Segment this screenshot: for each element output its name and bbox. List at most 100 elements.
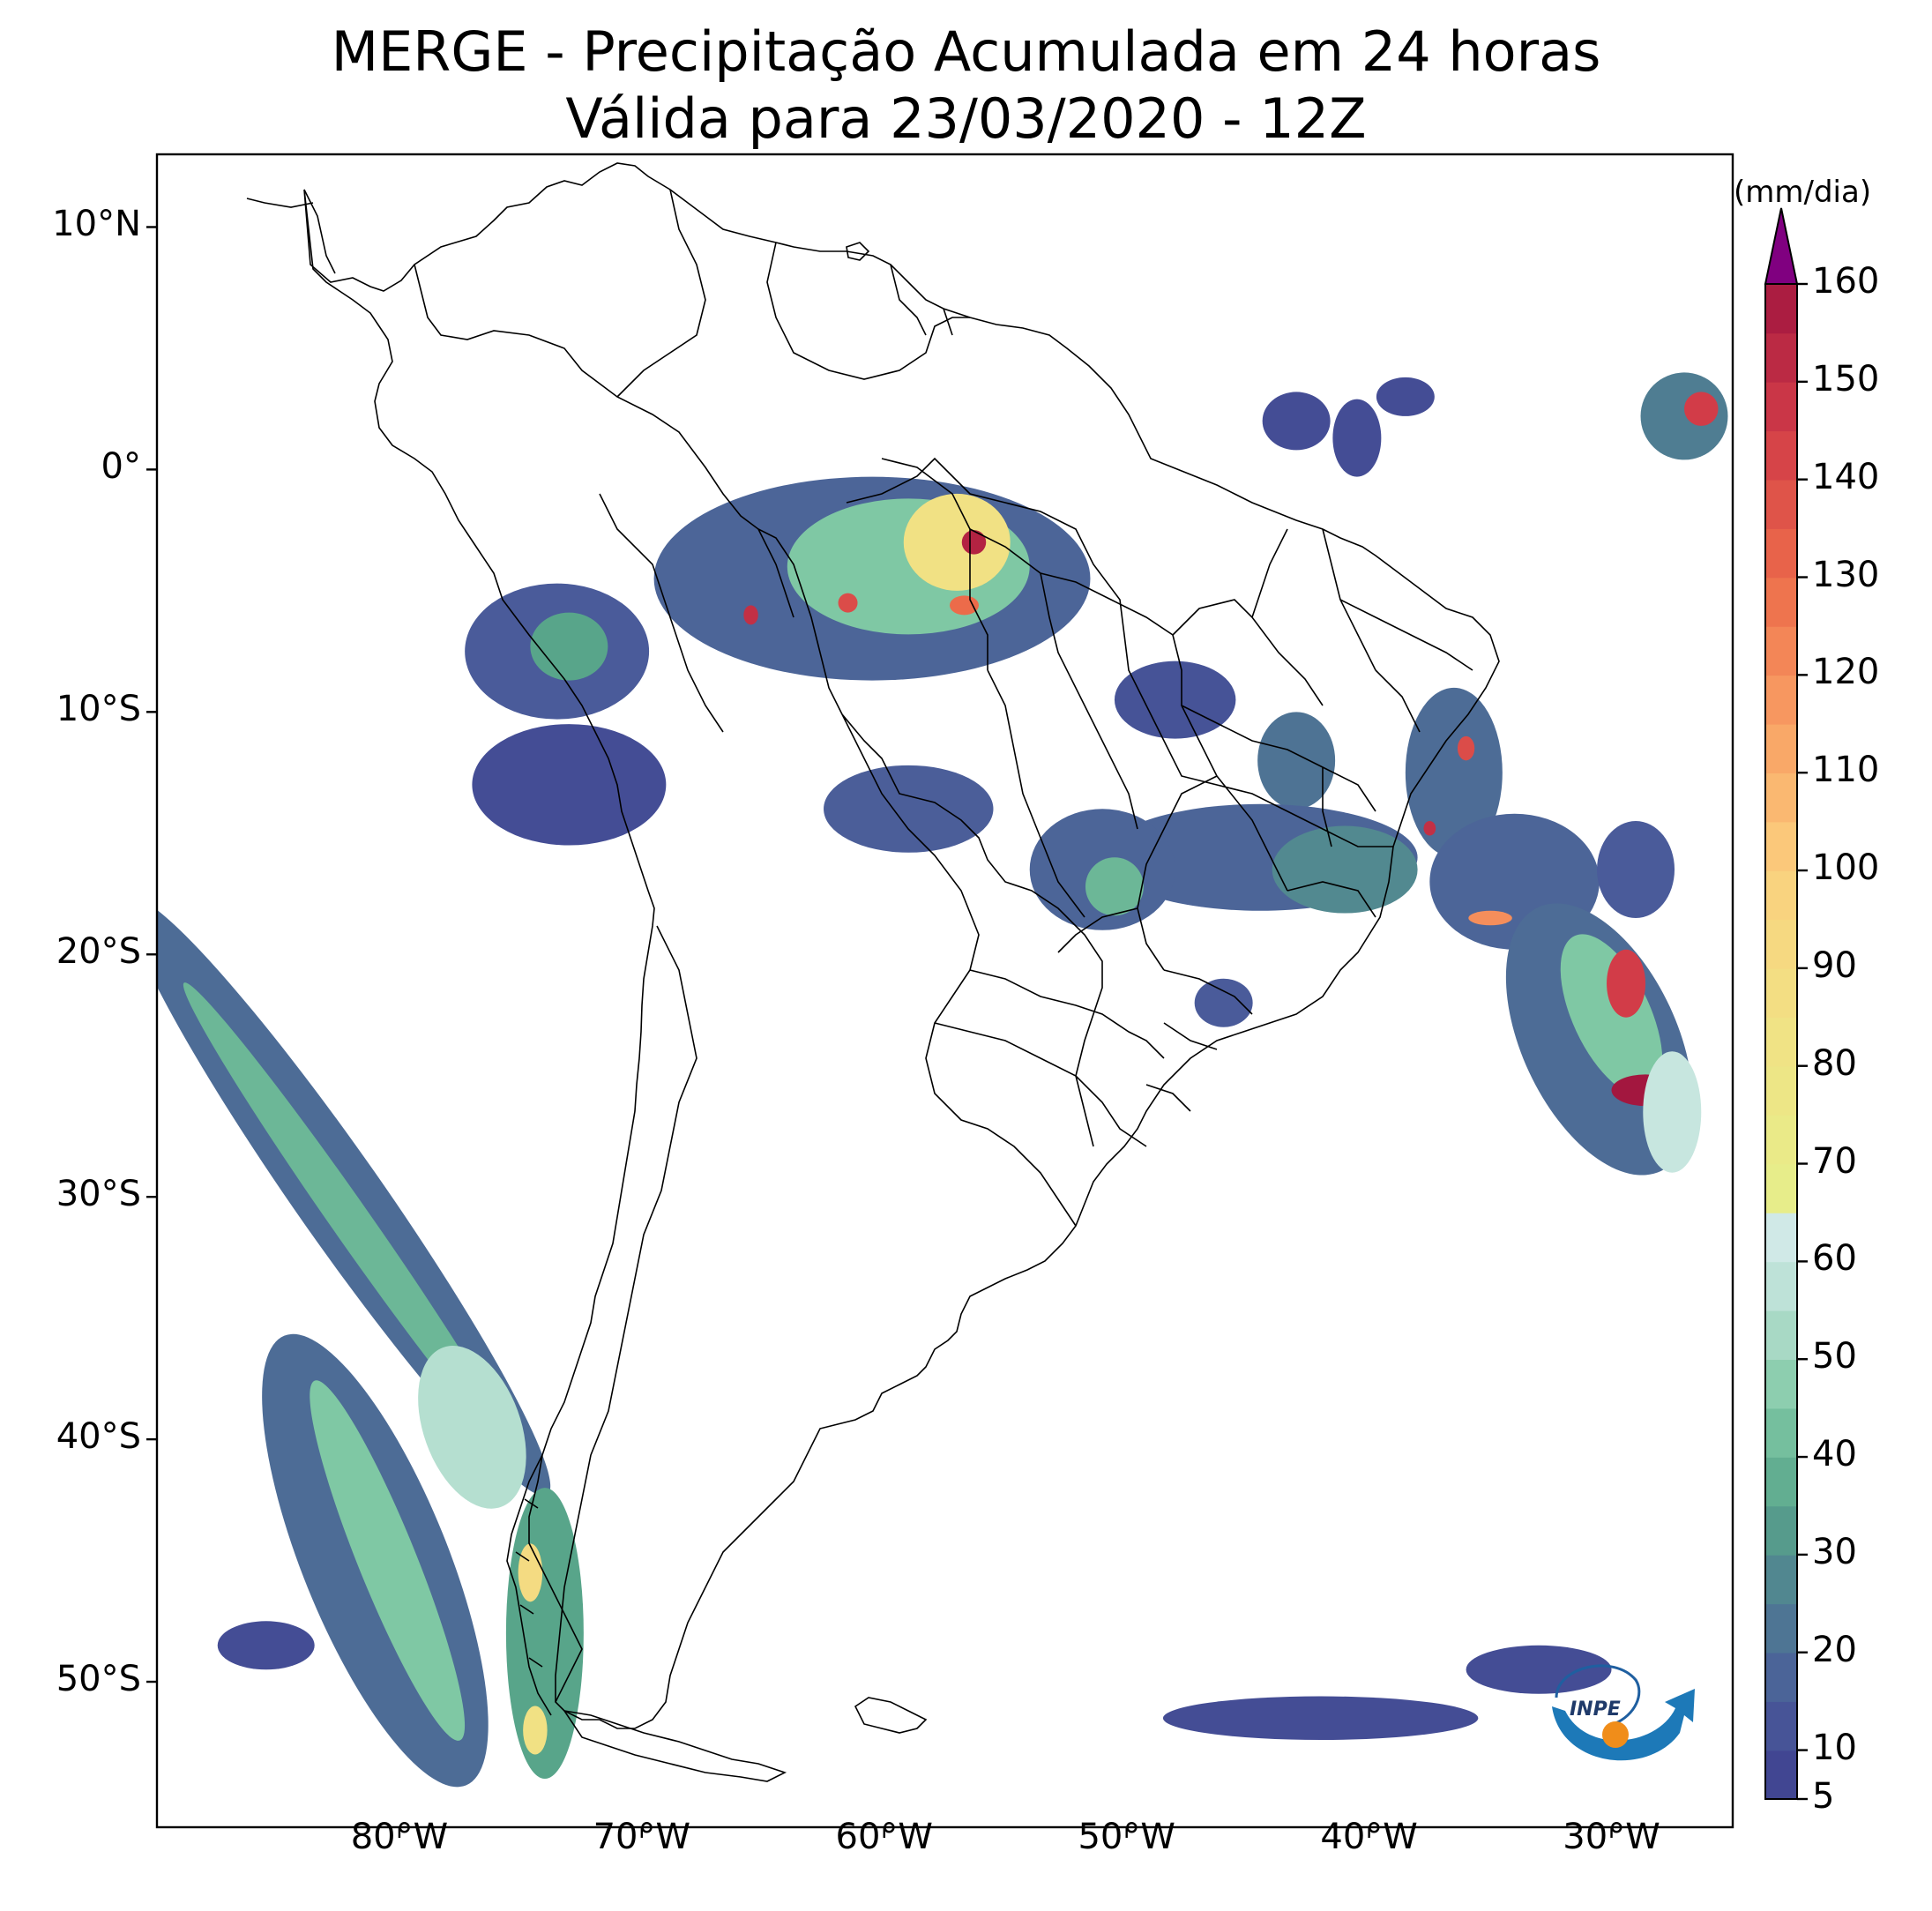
central-america <box>246 189 336 274</box>
precip-area <box>530 612 608 681</box>
inpe-logo: INPE <box>1552 1664 1695 1761</box>
colorbar-tick-label: 20 <box>1812 1629 1857 1670</box>
colorbar-segment <box>1765 1115 1797 1165</box>
precip-area <box>949 595 979 616</box>
precip-area <box>838 593 858 613</box>
map-subtitle: Válida para 23/03/2020 - 12Z <box>565 86 1367 151</box>
precip-area <box>903 493 1011 591</box>
precip-area <box>1272 825 1418 914</box>
precip-area <box>1114 661 1236 739</box>
colorbar-segment <box>1765 381 1797 432</box>
colorbar-extend-arrow <box>1764 207 1799 285</box>
precip-area <box>1194 978 1253 1027</box>
falklands <box>854 1697 928 1734</box>
colorbar-segment <box>1765 967 1797 1019</box>
precip-area <box>1423 821 1436 836</box>
precip-area <box>1405 687 1503 858</box>
south-america-coastline <box>303 162 1500 1729</box>
colorbar-segment <box>1765 1652 1797 1702</box>
lat-tick-label: 20°S <box>56 931 141 973</box>
colorbar-segment <box>1765 870 1797 921</box>
precip-area <box>1162 1696 1479 1741</box>
colorbar-tick-label: 10 <box>1812 1727 1857 1768</box>
colorbar-tick-label: 70 <box>1812 1140 1857 1182</box>
colorbar <box>1764 207 1808 1801</box>
tierra-del-fuego <box>563 1709 787 1782</box>
coastlines-and-borders <box>246 162 1500 1782</box>
colorbar-tick-label: 160 <box>1812 261 1880 302</box>
colorbar-segment <box>1765 1701 1797 1751</box>
colorbar-segment <box>1765 1407 1797 1458</box>
map-frame <box>155 153 1734 1829</box>
colorbar-tick-label: 50 <box>1812 1336 1857 1377</box>
lat-tick-label: 0° <box>101 446 141 488</box>
precip-area <box>743 605 758 625</box>
lat-tick-label: 40°S <box>56 1416 141 1458</box>
lat-tick-label: 10°N <box>52 204 141 245</box>
colorbar-tick-label: 90 <box>1812 944 1857 986</box>
precip-area <box>1376 377 1435 416</box>
precip-area <box>183 982 519 1460</box>
lon-tick-label: 50°W <box>1078 1817 1175 1857</box>
colorbar-segment <box>1765 1310 1797 1361</box>
colorbar-tick-label: 140 <box>1812 456 1880 497</box>
colorbar-segment <box>1765 528 1797 579</box>
colorbar-segment <box>1765 773 1797 823</box>
axis-ticks <box>146 226 1613 1838</box>
precip-area <box>1457 735 1475 761</box>
lon-tick-label: 70°W <box>593 1817 691 1857</box>
colorbar-segment <box>1765 332 1797 383</box>
colorbar-tick-label: 100 <box>1812 847 1880 889</box>
colorbar-segment <box>1765 1359 1797 1409</box>
precip-area <box>1607 949 1646 1018</box>
colorbar-tick-label: 5 <box>1812 1776 1835 1817</box>
chilean-fjords <box>506 1454 552 1716</box>
precip-area <box>1643 1051 1702 1173</box>
precipitation-layer <box>157 372 1728 1788</box>
colorbar-tick-label: 80 <box>1812 1042 1857 1084</box>
precip-area <box>523 1706 548 1755</box>
colorbar-tick-label: 110 <box>1812 750 1880 791</box>
colorbar-segment <box>1765 1212 1797 1263</box>
precip-area <box>1597 821 1675 919</box>
lon-tick-label: 40°W <box>1320 1817 1418 1857</box>
colorbar-segment <box>1765 1603 1797 1653</box>
colorbar-segment <box>1765 1457 1797 1507</box>
map-title: MERGE - Precipitação Acumulada em 24 hor… <box>331 19 1601 84</box>
precip-area <box>1085 857 1144 916</box>
colorbar-segment <box>1765 284 1797 334</box>
colorbar-segment <box>1765 577 1797 627</box>
colorbar-tick-label: 130 <box>1812 554 1880 595</box>
precip-area <box>1684 392 1719 426</box>
colorbar-segment <box>1765 821 1797 871</box>
colorbar-tick-label: 30 <box>1812 1531 1857 1572</box>
precip-area <box>824 765 994 853</box>
precip-area <box>418 1346 526 1509</box>
colorbar-tick-label: 40 <box>1812 1434 1857 1475</box>
colorbar-segment <box>1765 479 1797 529</box>
colorbar-tick-label: 120 <box>1812 652 1880 693</box>
trinidad <box>846 242 870 261</box>
precip-area <box>1262 392 1331 451</box>
precip-area <box>1466 1645 1612 1694</box>
precip-area <box>1560 934 1663 1096</box>
colorbar-segment <box>1765 919 1797 969</box>
logo-swoosh <box>1552 1689 1695 1761</box>
logo-text: INPE <box>1570 1698 1621 1721</box>
colorbar-segment <box>1765 1750 1797 1800</box>
lon-tick-label: 60°W <box>835 1817 933 1857</box>
precip-area <box>217 1621 315 1670</box>
colorbar-tick-label: 150 <box>1812 358 1880 399</box>
brazil-state-borders <box>881 458 1473 1112</box>
colorbar-segment <box>1765 1017 1797 1067</box>
lat-tick-label: 50°S <box>56 1659 141 1700</box>
lat-tick-label: 30°S <box>56 1174 141 1215</box>
colorbar-segment <box>1765 1505 1797 1556</box>
colorbar-segment <box>1765 1065 1797 1116</box>
country-borders <box>414 189 1393 1702</box>
colorbar-segment <box>1765 625 1797 676</box>
colorbar-segment <box>1765 1554 1797 1605</box>
precip-area <box>1468 910 1512 926</box>
